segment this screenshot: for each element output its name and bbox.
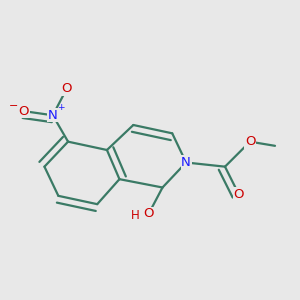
Text: N: N [181,156,191,169]
Text: H: H [131,209,140,222]
Text: +: + [57,103,64,112]
Text: O: O [18,105,29,118]
Text: −: − [8,101,18,111]
Text: N: N [48,109,58,122]
Text: O: O [143,207,154,220]
Text: O: O [61,82,72,95]
Text: O: O [234,188,244,201]
Text: O: O [245,135,255,148]
